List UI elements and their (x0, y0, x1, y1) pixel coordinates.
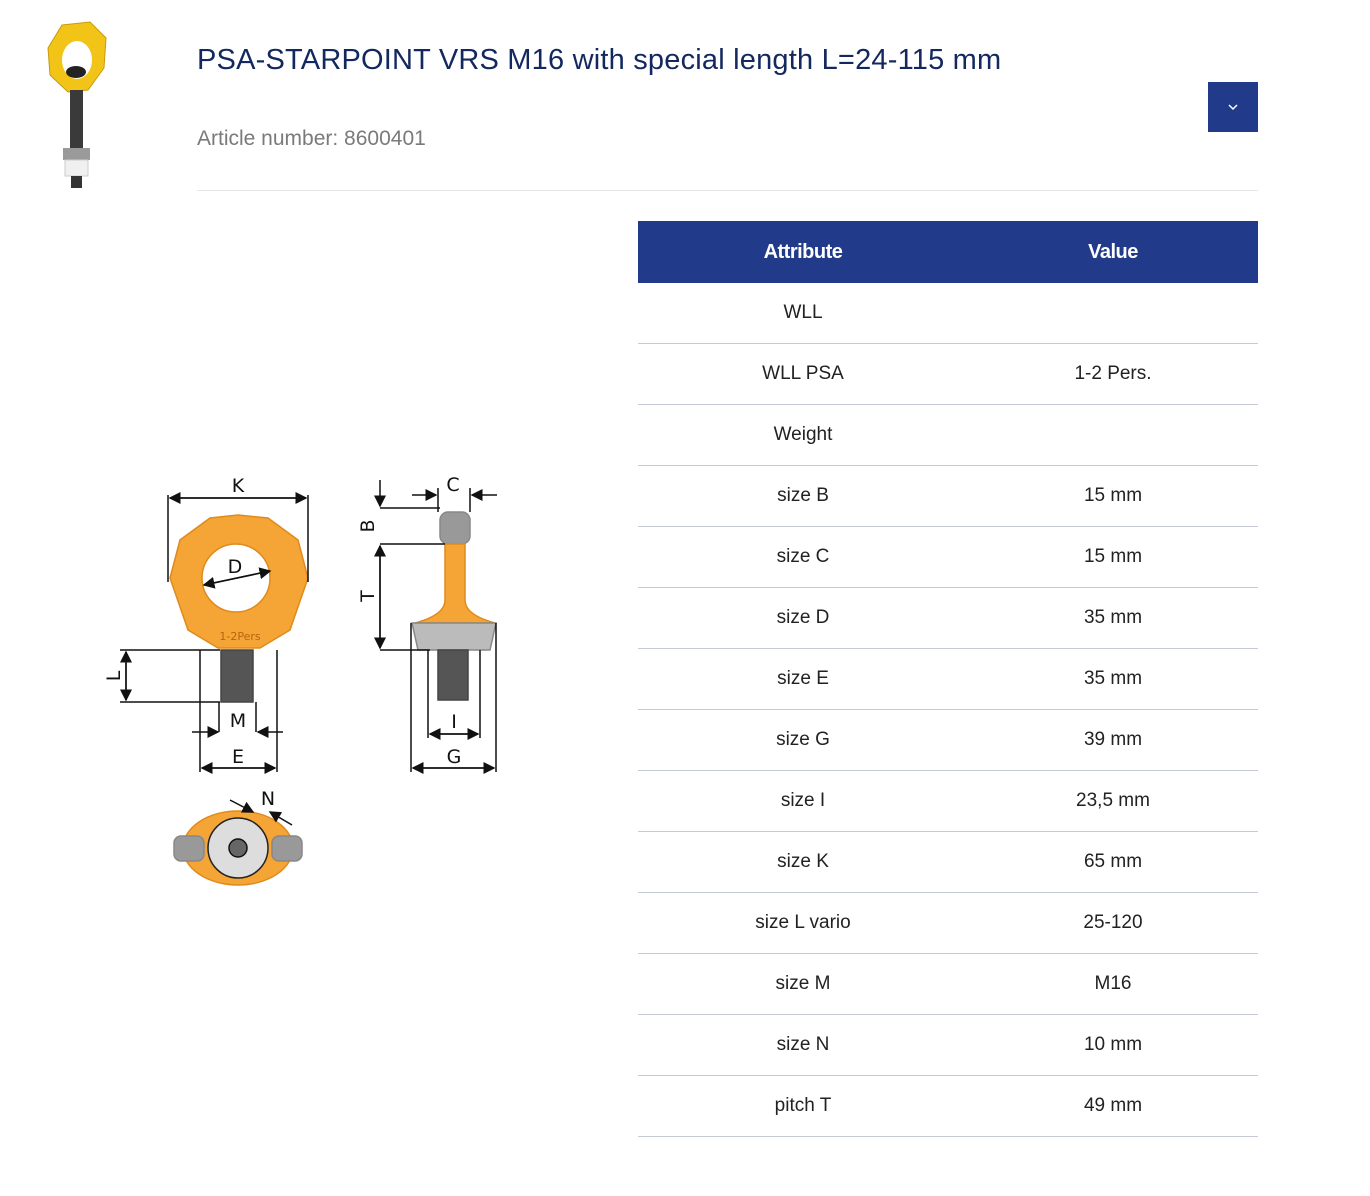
label-c: C (446, 474, 459, 496)
article-number: Article number: 8600401 (197, 127, 426, 150)
table-row: size N 10 mm (638, 1014, 1258, 1076)
value-cell: 25-120 (968, 892, 1258, 954)
attribute-cell: size L vario (638, 892, 968, 954)
attribute-cell: size K (638, 831, 968, 893)
table-row: size E 35 mm (638, 648, 1258, 710)
product-thumbnail (47, 21, 107, 188)
value-cell: 35 mm (968, 587, 1258, 649)
table-row: Weight (638, 404, 1258, 466)
attribute-cell: WLL PSA (638, 343, 968, 405)
value-cell (968, 283, 1258, 344)
table-row: size D 35 mm (638, 587, 1258, 649)
table-row: size L vario 25-120 (638, 892, 1258, 954)
attribute-cell: size I (638, 770, 968, 832)
marking-text: 1-2Pers (219, 630, 260, 643)
value-cell: 65 mm (968, 831, 1258, 893)
attribute-cell: size D (638, 587, 968, 649)
attribute-cell: size B (638, 465, 968, 527)
label-n: N (261, 788, 275, 810)
label-t: T (357, 590, 379, 603)
attribute-cell: size N (638, 1014, 968, 1076)
value-cell: 1-2 Pers. (968, 343, 1258, 405)
table-row: size G 39 mm (638, 709, 1258, 771)
attribute-cell: size E (638, 648, 968, 710)
table-row: size M M16 (638, 953, 1258, 1015)
dimension-drawing: K D L M E C B T I G N 1-2Pers (103, 474, 497, 886)
table-row: WLL PSA 1-2 Pers. (638, 343, 1258, 405)
expand-button[interactable] (1208, 82, 1258, 132)
value-cell: 15 mm (968, 526, 1258, 588)
value-cell: 39 mm (968, 709, 1258, 771)
attribute-cell: size M (638, 953, 968, 1015)
header-value: Value (968, 221, 1258, 283)
header-divider (197, 190, 1258, 191)
attribute-table: Attribute Value WLL WLL PSA 1-2 Pers. Weigh… (638, 221, 1258, 1137)
chevron-down-icon (1228, 104, 1238, 111)
header-attribute: Attribute (638, 221, 968, 283)
label-d: D (228, 556, 243, 578)
value-cell: 35 mm (968, 648, 1258, 710)
attribute-cell: size G (638, 709, 968, 771)
label-e: E (232, 746, 244, 768)
table-row: size B 15 mm (638, 465, 1258, 527)
table-row: WLL (638, 283, 1258, 344)
table-row: size I 23,5 mm (638, 770, 1258, 832)
value-cell: 15 mm (968, 465, 1258, 527)
table-row: size C 15 mm (638, 526, 1258, 588)
attribute-cell: Weight (638, 404, 968, 466)
table-header-row: Attribute Value (638, 221, 1258, 283)
value-cell: 23,5 mm (968, 770, 1258, 832)
attribute-cell: size C (638, 526, 968, 588)
attribute-cell: WLL (638, 283, 968, 344)
value-cell: 49 mm (968, 1075, 1258, 1137)
label-l: L (103, 670, 125, 681)
value-cell: 10 mm (968, 1014, 1258, 1076)
value-cell (968, 404, 1258, 466)
label-m: M (230, 710, 246, 732)
label-b: B (357, 519, 379, 532)
value-cell: M16 (968, 953, 1258, 1015)
table-row: size K 65 mm (638, 831, 1258, 893)
attribute-cell: pitch T (638, 1075, 968, 1137)
label-k: K (232, 475, 245, 497)
label-i: I (451, 711, 457, 733)
label-g: G (447, 746, 462, 768)
product-title: PSA-STARPOINT VRS M16 with special lengt… (197, 44, 1002, 76)
table-row: pitch T 49 mm (638, 1075, 1258, 1137)
